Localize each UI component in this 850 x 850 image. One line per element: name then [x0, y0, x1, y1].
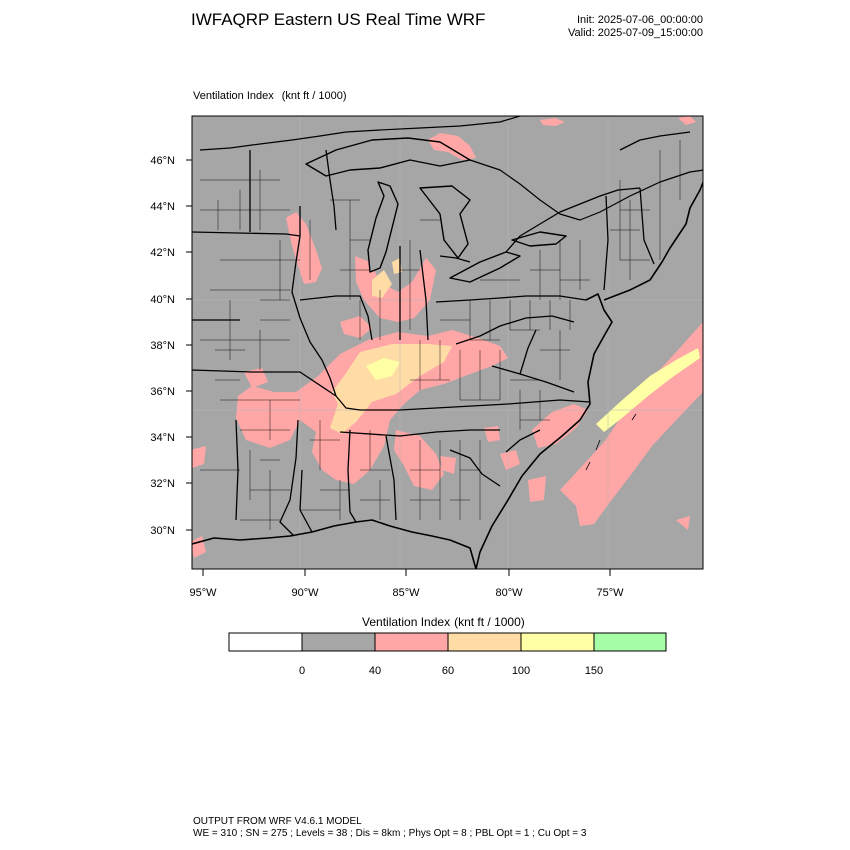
legend-labels: 0 40 60 100 150 — [299, 665, 603, 677]
legend-box-above-150 — [593, 632, 667, 652]
region-georgia-small — [440, 456, 456, 474]
region-kentucky-peak — [366, 358, 400, 380]
latitude-ticks — [186, 159, 192, 531]
valid-time: Valid: 2025-07-09_15:00:00 — [568, 27, 703, 39]
lat-label-42: 42°N — [150, 247, 175, 259]
latitude-labels: 46°N 44°N 42°N 40°N 38°N 36°N 34°N 32°N … — [150, 155, 175, 537]
footer-model-line: OUTPUT FROM WRF V4.6.1 MODEL — [193, 816, 362, 827]
region-atlantic-peak — [596, 348, 700, 432]
region-kentucky-tennessee — [330, 344, 452, 434]
region-atlantic-small-2 — [676, 516, 690, 530]
lon-label-95: 95°W — [189, 587, 217, 599]
region-north-ontario — [540, 118, 565, 126]
legend-label-100: 100 — [512, 665, 530, 677]
lake-huron-outline — [419, 185, 471, 259]
longitude-ticks — [202, 569, 611, 576]
lon-label-90: 90°W — [291, 587, 319, 599]
legend-label-0: 0 — [299, 665, 305, 677]
legend-label-150: 150 — [585, 665, 603, 677]
international-border — [199, 116, 703, 221]
lake-superior-outline — [305, 137, 471, 177]
northeast-coastline — [603, 180, 703, 301]
region-illinois-south — [340, 316, 372, 338]
map-subtitle-units: (knt ft / 1000) — [281, 90, 347, 102]
very-high-ventilation-regions — [330, 258, 452, 434]
main-title: IWFAQRP Eastern US Real Time WRF — [191, 10, 486, 29]
geographic-boundaries — [192, 116, 703, 569]
lat-label-36: 36°N — [150, 386, 175, 398]
lake-michigan-outline — [367, 181, 399, 273]
region-northeast-corner — [678, 116, 696, 125]
region-missouri — [244, 368, 268, 388]
region-south-carolina — [500, 450, 520, 470]
peak-ventilation-regions — [366, 348, 700, 432]
legend-label-60: 60 — [442, 665, 454, 677]
lake-ontario-outline — [511, 231, 567, 247]
lon-label-75: 75°W — [596, 587, 624, 599]
region-iowa-illinois — [286, 212, 322, 284]
region-atlantic-small-1 — [528, 476, 546, 502]
lat-label-44: 44°N — [150, 201, 175, 213]
lat-label-30: 30°N — [150, 525, 175, 537]
legend-label-40: 40 — [369, 665, 381, 677]
legend-box-below-0 — [228, 632, 303, 652]
lat-label-32: 32°N — [150, 478, 175, 490]
graticule-lines — [192, 116, 703, 569]
lon-label-85: 85°W — [392, 587, 420, 599]
region-arkansas-edge — [192, 446, 206, 468]
lake-erie-outline — [449, 251, 521, 283]
county-boundaries — [200, 140, 681, 530]
region-lake-superior — [428, 133, 476, 160]
lon-label-80: 80°W — [495, 587, 523, 599]
legend-box-100-150 — [520, 632, 595, 652]
legend-box-60-100 — [447, 632, 522, 652]
region-indiana-peak — [372, 270, 392, 298]
region-indiana-ohio — [355, 256, 436, 322]
longitude-labels: 95°W 90°W 85°W 80°W 75°W — [189, 587, 624, 599]
legend-title: Ventilation Index (knt ft / 1000) — [362, 615, 525, 629]
legend-title-units: (knt ft / 1000) — [454, 615, 525, 629]
legend-box-0-40 — [301, 632, 376, 652]
atlantic-islands — [585, 413, 637, 471]
region-north-carolina — [532, 404, 588, 448]
lat-label-40: 40°N — [150, 294, 175, 306]
legend-colorbar — [228, 632, 667, 652]
map-subtitle: Ventilation Index (knt ft / 1000) — [193, 90, 347, 102]
footer-config-line: WE = 310 ; SN = 275 ; Levels = 38 ; Dis … — [193, 828, 587, 839]
lat-label-46: 46°N — [150, 155, 175, 167]
map-frame — [191, 115, 704, 570]
legend-box-40-60 — [374, 632, 449, 652]
map-subtitle-text: Ventilation Index — [193, 90, 274, 102]
atlantic-coastline — [475, 293, 613, 569]
region-alabama-georgia — [394, 430, 444, 490]
lat-label-38: 38°N — [150, 340, 175, 352]
legend-title-text: Ventilation Index — [362, 615, 451, 629]
lat-label-34: 34°N — [150, 432, 175, 444]
map-canvas — [192, 116, 703, 569]
init-time: Init: 2025-07-06_00:00:00 — [577, 14, 703, 26]
